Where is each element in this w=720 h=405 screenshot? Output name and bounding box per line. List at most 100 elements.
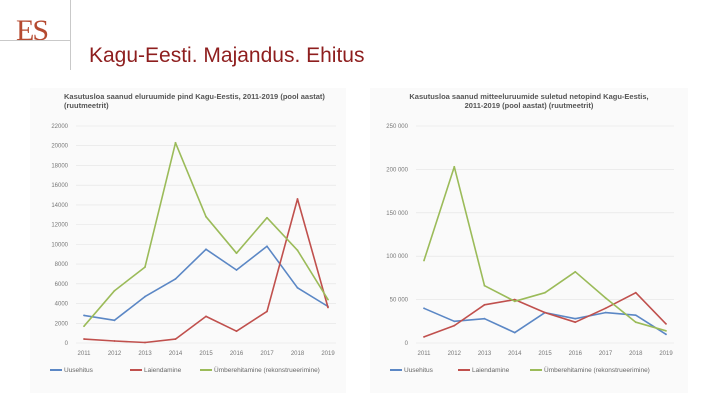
y-tick-label: 200 000 bbox=[386, 167, 408, 173]
legend-label: Laiendamine bbox=[144, 367, 182, 374]
chart-title: Kasutusloa saanud eluruumide pind Kagu-E… bbox=[64, 92, 325, 110]
data-point bbox=[665, 333, 667, 336]
data-point bbox=[235, 330, 238, 333]
series-line bbox=[423, 166, 667, 332]
data-point bbox=[483, 317, 486, 320]
data-point bbox=[296, 286, 299, 289]
y-tick-label: 50 000 bbox=[390, 298, 409, 304]
data-point bbox=[574, 321, 577, 324]
y-tick-label: 250 000 bbox=[386, 124, 408, 130]
x-tick-label: 2013 bbox=[138, 351, 152, 357]
y-tick-label: 6000 bbox=[55, 282, 69, 288]
legend-swatch bbox=[390, 369, 402, 372]
y-tick-label: 2000 bbox=[55, 321, 69, 327]
x-tick-label: 2014 bbox=[508, 351, 522, 357]
y-tick-label: 8000 bbox=[55, 262, 69, 268]
data-point bbox=[174, 277, 177, 280]
data-point bbox=[205, 315, 207, 318]
data-point bbox=[266, 245, 268, 248]
x-tick-label: 2018 bbox=[629, 351, 643, 357]
y-tick-label: 150 000 bbox=[386, 211, 408, 217]
data-point bbox=[174, 141, 177, 144]
data-point bbox=[453, 165, 456, 168]
data-point bbox=[513, 298, 516, 301]
data-point bbox=[144, 266, 146, 268]
slide-title: Kagu-Eesti. Majandus. Ehitus bbox=[89, 44, 365, 67]
y-tick-label: 100 000 bbox=[386, 254, 408, 260]
legend-swatch bbox=[200, 369, 212, 372]
chart-panel-nonresidential: Kasutusloa saanud mitteeluruumide suletu… bbox=[370, 88, 688, 393]
x-tick-label: 2012 bbox=[108, 351, 122, 357]
chart-legend: Uusehitus Laiendamine Ümberehitamine (reko… bbox=[30, 367, 346, 377]
x-tick-label: 2017 bbox=[599, 351, 613, 357]
legend-label: Ümberehitamine (rekonstrueerimine) bbox=[544, 367, 650, 374]
x-tick-label: 2011 bbox=[418, 351, 432, 357]
data-point bbox=[235, 252, 238, 255]
x-tick-label: 2011 bbox=[78, 351, 92, 357]
y-tick-label: 20000 bbox=[51, 144, 68, 150]
y-tick-label: 0 bbox=[405, 341, 409, 347]
data-point bbox=[113, 289, 116, 292]
y-tick-label: 22000 bbox=[51, 124, 68, 130]
legend-item: Uusehitus bbox=[50, 367, 93, 374]
y-tick-label: 16000 bbox=[51, 183, 68, 189]
chart-legend: Uusehitus Laiendamine Ümberehitamine (reko… bbox=[370, 367, 688, 377]
data-point bbox=[296, 249, 299, 252]
logo: ES bbox=[16, 14, 66, 48]
legend-item: Uusehitus bbox=[390, 367, 433, 374]
data-point bbox=[83, 314, 85, 317]
legend-label: Ümberehitamine (rekonstrueerimine) bbox=[214, 367, 320, 374]
data-point bbox=[634, 314, 637, 317]
data-point bbox=[205, 215, 207, 218]
data-point bbox=[83, 325, 85, 328]
data-point bbox=[665, 323, 667, 325]
x-tick-label: 2015 bbox=[538, 351, 552, 357]
data-point bbox=[574, 317, 577, 320]
data-point bbox=[453, 324, 456, 327]
x-tick-label: 2018 bbox=[291, 351, 305, 357]
y-tick-label: 14000 bbox=[51, 203, 68, 209]
data-point bbox=[327, 306, 329, 309]
data-point bbox=[634, 291, 637, 294]
data-point bbox=[144, 341, 146, 344]
data-point bbox=[665, 329, 667, 332]
data-point bbox=[205, 248, 207, 251]
data-point bbox=[113, 340, 116, 342]
x-tick-label: 2012 bbox=[448, 351, 462, 357]
data-point bbox=[235, 269, 238, 271]
series-line bbox=[83, 141, 329, 327]
line-chart-residential: 0 2000 4000 6000 8000 10000 12000 14000 16000 180… bbox=[51, 124, 336, 357]
legend-label: Laiendamine bbox=[472, 367, 510, 374]
data-point bbox=[423, 336, 425, 338]
legend-label: Uusehitus bbox=[404, 367, 433, 374]
data-point bbox=[144, 295, 146, 298]
legend-swatch bbox=[50, 369, 62, 372]
legend-swatch bbox=[130, 369, 142, 372]
data-point bbox=[604, 311, 607, 314]
legend-swatch bbox=[458, 369, 470, 372]
legend-item: Laiendamine bbox=[130, 367, 181, 374]
legend-swatch bbox=[530, 369, 542, 372]
logo-divider-vertical bbox=[70, 0, 71, 70]
data-point bbox=[266, 310, 268, 313]
legend-item: Laiendamine bbox=[458, 367, 509, 374]
y-tick-label: 12000 bbox=[51, 223, 68, 229]
data-point bbox=[544, 291, 546, 294]
data-point bbox=[604, 296, 607, 299]
data-point bbox=[423, 259, 425, 262]
data-point bbox=[296, 198, 299, 200]
data-point bbox=[423, 307, 425, 310]
logo-divider-horizontal bbox=[0, 40, 70, 41]
x-tick-label: 2017 bbox=[260, 351, 274, 357]
x-tick-label: 2013 bbox=[478, 351, 492, 357]
x-tick-label: 2019 bbox=[659, 351, 673, 357]
series-line bbox=[83, 245, 329, 322]
data-point bbox=[604, 307, 607, 310]
legend-item: Ümberehitamine (rekonstrueerimine) bbox=[200, 367, 320, 374]
x-tick-label: 2019 bbox=[321, 351, 335, 357]
chart-panel-residential: Kasutusloa saanud eluruumide pind Kagu-E… bbox=[30, 88, 346, 393]
line-chart-nonresidential: 0 50 000 100 000 150 000 200 000 250 000 2011 2… bbox=[386, 124, 674, 357]
series-line bbox=[83, 198, 329, 344]
legend-label: Uusehitus bbox=[64, 367, 93, 374]
data-point bbox=[544, 311, 546, 314]
